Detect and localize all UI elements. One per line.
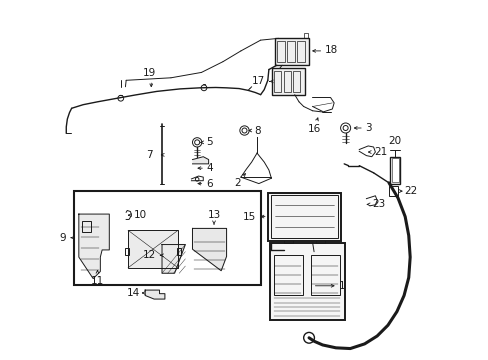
- Text: 5: 5: [206, 137, 212, 147]
- Text: 6: 6: [206, 179, 212, 189]
- Text: 19: 19: [142, 68, 156, 78]
- Text: 18: 18: [324, 45, 337, 55]
- Bar: [310, 255, 339, 295]
- Polygon shape: [192, 228, 226, 271]
- Text: 17: 17: [251, 76, 264, 86]
- Bar: [273, 71, 281, 92]
- Text: 9: 9: [60, 233, 66, 243]
- Text: 22: 22: [403, 186, 416, 196]
- Bar: [284, 235, 292, 243]
- Text: 7: 7: [146, 150, 153, 160]
- Text: 14: 14: [127, 288, 140, 298]
- Text: 16: 16: [307, 125, 321, 134]
- Bar: [81, 221, 90, 232]
- Bar: [74, 191, 260, 285]
- Text: 4: 4: [206, 163, 213, 173]
- Text: 21: 21: [373, 147, 386, 157]
- Bar: [273, 255, 302, 295]
- Bar: [293, 71, 300, 92]
- Bar: [283, 71, 290, 92]
- Text: 13: 13: [207, 210, 220, 220]
- Text: 11: 11: [91, 276, 104, 286]
- Text: 3: 3: [365, 123, 371, 133]
- Bar: [269, 243, 344, 320]
- Polygon shape: [145, 290, 164, 299]
- Text: 1: 1: [338, 281, 345, 291]
- Bar: [128, 230, 178, 268]
- Polygon shape: [79, 214, 109, 279]
- Text: 8: 8: [254, 126, 261, 135]
- Text: 2: 2: [234, 178, 241, 188]
- Polygon shape: [192, 157, 208, 164]
- Text: 20: 20: [388, 136, 401, 146]
- Text: 15: 15: [242, 212, 255, 221]
- Bar: [177, 248, 181, 255]
- Text: 12: 12: [142, 250, 155, 260]
- Bar: [125, 248, 128, 255]
- Bar: [391, 158, 398, 182]
- Text: 23: 23: [371, 199, 384, 210]
- Bar: [286, 41, 294, 62]
- Bar: [303, 33, 307, 39]
- Bar: [276, 41, 284, 62]
- Bar: [388, 186, 397, 196]
- Bar: [389, 157, 400, 184]
- Polygon shape: [162, 244, 185, 273]
- Bar: [271, 195, 337, 238]
- Bar: [296, 41, 304, 62]
- Bar: [272, 68, 304, 95]
- Bar: [274, 39, 308, 65]
- Bar: [316, 235, 325, 243]
- Bar: [267, 193, 341, 241]
- Text: 10: 10: [133, 210, 146, 220]
